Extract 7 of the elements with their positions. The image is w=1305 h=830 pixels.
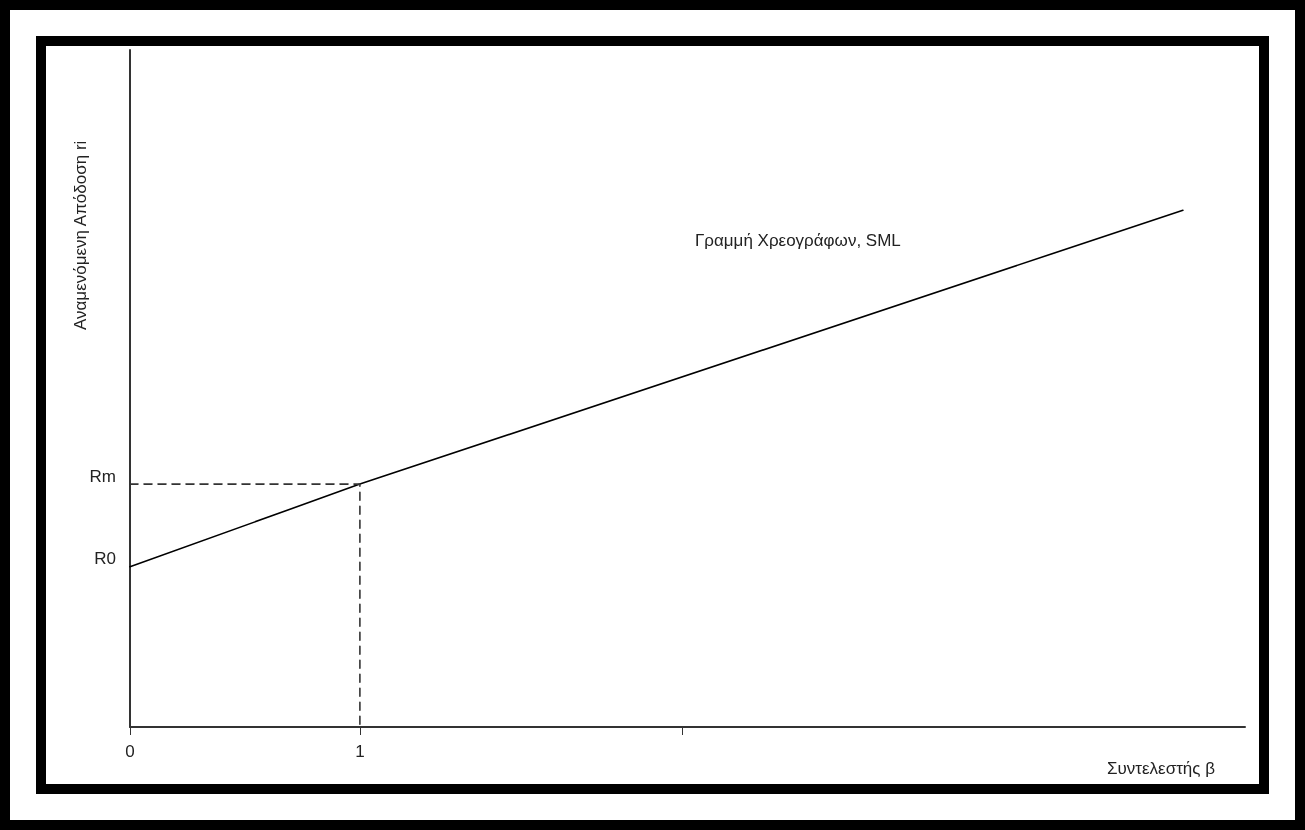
text: Γραμμή Χρεογράφων, SML (694, 230, 901, 250)
annotation: Rm (89, 466, 116, 486)
x-axis-title: Συντελεστής β (1106, 759, 1216, 778)
x-tick-label: 0 (125, 741, 135, 761)
annotation: R0 (94, 549, 116, 569)
y-axis-title: Αναμενόμενη Απόδοση ri (71, 140, 90, 330)
x-tick-label: 1 (355, 741, 365, 761)
